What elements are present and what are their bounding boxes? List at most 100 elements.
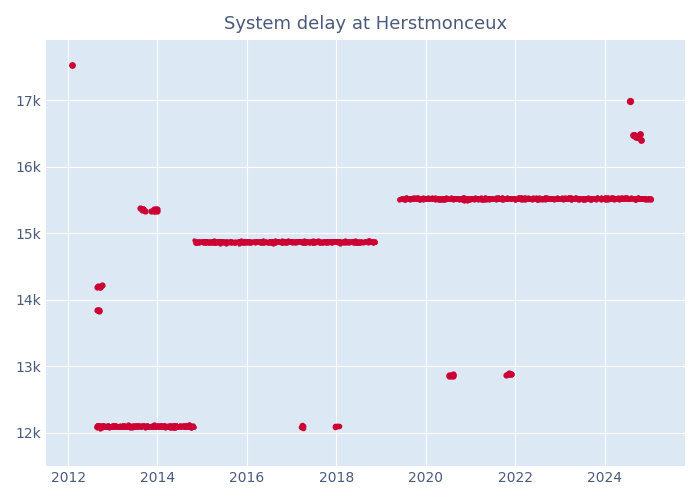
Point	[468, 194, 480, 202]
Point	[320, 238, 331, 246]
Point	[146, 422, 158, 430]
Point	[102, 422, 113, 430]
Point	[159, 422, 170, 430]
Point	[477, 196, 489, 203]
Point	[402, 194, 413, 202]
Point	[401, 194, 412, 202]
Point	[483, 196, 494, 203]
Point	[213, 238, 224, 246]
Point	[506, 194, 517, 202]
Point	[618, 194, 629, 202]
Point	[580, 194, 591, 202]
Point	[326, 238, 337, 246]
Point	[325, 237, 336, 245]
Point	[367, 238, 378, 246]
Point	[604, 194, 615, 202]
Point	[423, 193, 434, 201]
Point	[508, 194, 519, 202]
Point	[244, 238, 255, 246]
Point	[365, 238, 376, 246]
Point	[146, 422, 158, 430]
Point	[246, 238, 257, 246]
Point	[241, 238, 252, 246]
Point	[193, 238, 204, 246]
Point	[446, 194, 457, 202]
Point	[408, 196, 419, 203]
Point	[598, 194, 610, 202]
Point	[401, 193, 412, 201]
Point	[584, 194, 596, 202]
Point	[266, 238, 277, 246]
Point	[640, 196, 651, 203]
Point	[96, 422, 107, 430]
Point	[234, 240, 245, 248]
Point	[166, 423, 177, 431]
Point	[607, 195, 618, 203]
Point	[526, 194, 537, 202]
Point	[398, 194, 409, 202]
Point	[160, 422, 172, 430]
Point	[601, 194, 612, 202]
Point	[267, 238, 279, 246]
Point	[176, 423, 187, 431]
Point	[139, 422, 150, 430]
Point	[445, 372, 456, 380]
Point	[561, 195, 572, 203]
Point	[97, 423, 108, 431]
Point	[209, 238, 220, 246]
Point	[589, 194, 601, 202]
Point	[115, 422, 126, 430]
Point	[354, 238, 365, 246]
Point	[94, 422, 105, 430]
Point	[602, 194, 613, 202]
Point	[288, 238, 299, 246]
Point	[210, 239, 221, 247]
Point	[92, 306, 103, 314]
Point	[631, 194, 643, 202]
Point	[618, 196, 629, 203]
Point	[487, 194, 498, 202]
Point	[536, 194, 547, 202]
Point	[623, 196, 634, 203]
Point	[314, 238, 325, 246]
Point	[483, 195, 494, 203]
Point	[253, 238, 264, 246]
Point	[215, 237, 226, 245]
Point	[118, 421, 129, 429]
Point	[300, 238, 312, 246]
Point	[536, 194, 547, 202]
Point	[525, 195, 536, 203]
Point	[426, 195, 438, 203]
Point	[206, 237, 217, 245]
Point	[149, 423, 160, 431]
Point	[493, 194, 504, 202]
Point	[132, 422, 144, 430]
Point	[271, 238, 282, 246]
Point	[224, 238, 235, 246]
Point	[296, 237, 307, 245]
Point	[269, 238, 280, 246]
Point	[141, 422, 153, 430]
Point	[98, 423, 109, 431]
Point	[181, 421, 193, 429]
Point	[165, 422, 176, 430]
Point	[501, 195, 512, 203]
Point	[146, 422, 158, 430]
Point	[452, 194, 463, 202]
Point	[284, 238, 295, 246]
Point	[583, 195, 594, 203]
Point	[181, 422, 193, 430]
Point	[323, 237, 334, 245]
Point	[643, 195, 655, 203]
Point	[348, 238, 359, 246]
Point	[567, 194, 578, 202]
Point	[312, 238, 323, 246]
Point	[136, 421, 147, 429]
Point	[497, 194, 508, 202]
Point	[106, 422, 118, 430]
Point	[492, 195, 503, 203]
Point	[407, 194, 419, 202]
Point	[136, 422, 148, 430]
Point	[122, 422, 134, 430]
Point	[434, 194, 445, 202]
